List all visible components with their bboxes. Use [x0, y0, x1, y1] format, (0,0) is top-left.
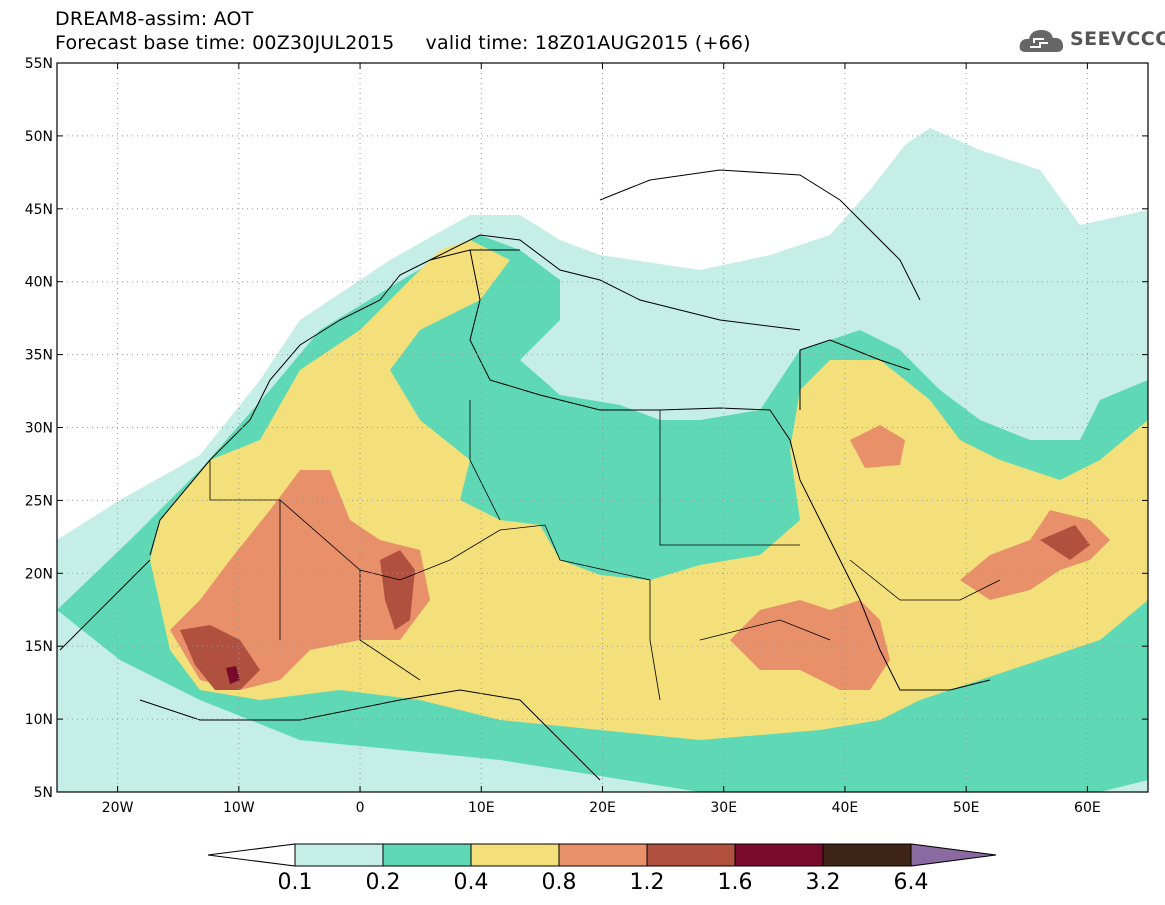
colorbar-label: 0.2 [365, 870, 401, 895]
lon-tick-label: 20E [589, 800, 616, 816]
aot-contour-0.8 [850, 425, 905, 468]
lon-tick-label: 40E [832, 800, 859, 816]
map-title: DREAM8-assim: AOT [55, 8, 254, 30]
coastlines [59, 169, 991, 781]
colorbar-label: 1.6 [717, 870, 753, 895]
logo-text: SEEVCCC [1070, 28, 1165, 50]
forecast-time-info: Forecast base time: 00Z30JUL2015 valid t… [55, 32, 751, 54]
lat-tick-label: 25N [25, 493, 53, 509]
colorbar-label: 3.2 [805, 870, 841, 895]
lat-tick-label: 10N [25, 712, 53, 728]
colorbar-arrow-low [207, 843, 296, 867]
colorbar-label: 0.1 [277, 870, 313, 895]
colorbar-segment [734, 843, 824, 867]
lat-tick-label: 45N [25, 202, 53, 218]
colorbar-arrow-high [910, 843, 997, 867]
lat-tick-label: 5N [34, 785, 53, 801]
lon-tick-label: 10E [468, 800, 495, 816]
colorbar-segment [558, 843, 648, 867]
colorbar-label: 0.4 [453, 870, 489, 895]
cloud-icon [1019, 30, 1064, 52]
country-borders [209, 400, 1001, 701]
colorbar-segment [294, 843, 384, 867]
axis-ticks: 20W 10W 0 10E 20E 30E 40E 50E 60E 55N 50N 45N 40N 35N… [25, 56, 1148, 816]
lat-tick-label: 30N [25, 421, 53, 437]
lon-tick-label: 50E [953, 800, 980, 816]
aot-contour-1.2 [180, 625, 260, 690]
aot-contour-1.2 [380, 550, 415, 630]
colorbar-segment [822, 843, 912, 867]
lat-tick-label: 20N [25, 566, 53, 582]
lat-tick-label: 50N [25, 129, 53, 145]
seevccc-logo: SEEVCCC [1018, 24, 1165, 58]
aot-contour-1.6 [226, 666, 240, 684]
colorbar-label: 6.4 [893, 870, 929, 895]
lat-tick-label: 40N [25, 275, 53, 291]
colorbar-segment [470, 843, 560, 867]
aot-contour-1.2 [1040, 525, 1090, 560]
lat-tick-label: 15N [25, 639, 53, 655]
lon-tick-label: 20W [102, 800, 134, 816]
lon-tick-label: 10W [223, 800, 255, 816]
colorbar-label: 1.2 [629, 870, 665, 895]
lat-tick-label: 35N [25, 348, 53, 364]
lon-tick-label: 30E [710, 800, 737, 816]
lon-tick-label: 0 [356, 800, 365, 816]
lon-tick-label: 60E [1074, 800, 1101, 816]
colorbar-segment [646, 843, 736, 867]
colorbar-segment [382, 843, 472, 867]
colorbar-label: 0.8 [541, 870, 577, 895]
lat-tick-label: 55N [25, 56, 53, 72]
colorbar [207, 843, 997, 867]
aot-contour-0.8 [170, 470, 430, 690]
